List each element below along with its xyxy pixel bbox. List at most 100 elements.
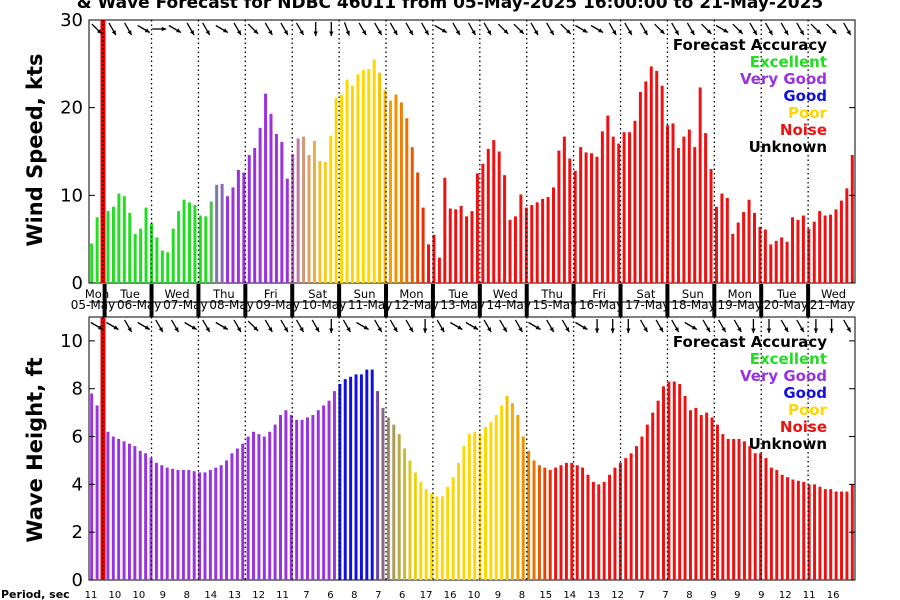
data-bar bbox=[381, 407, 385, 580]
period-label: 16 bbox=[444, 590, 457, 600]
data-bar bbox=[305, 417, 309, 580]
data-bar bbox=[295, 419, 299, 580]
data-bar bbox=[570, 462, 574, 580]
data-bar bbox=[154, 462, 158, 580]
data-bar bbox=[127, 443, 131, 580]
direction-arrowhead bbox=[549, 30, 554, 36]
date-label: 10-May bbox=[302, 298, 346, 312]
plot-frame bbox=[88, 316, 856, 581]
data-bar bbox=[225, 460, 229, 580]
data-bar bbox=[699, 415, 703, 580]
data-bar bbox=[774, 240, 778, 283]
direction-arrowhead bbox=[565, 327, 570, 333]
data-bar bbox=[530, 204, 534, 283]
day-separator bbox=[759, 284, 764, 317]
period-label: 13 bbox=[228, 590, 241, 600]
period-label: 9 bbox=[160, 590, 166, 600]
data-bar bbox=[95, 405, 99, 580]
date-label: 14-May bbox=[487, 298, 531, 312]
data-bar bbox=[823, 215, 827, 283]
data-bar bbox=[160, 250, 164, 283]
direction-arrowhead bbox=[549, 327, 554, 333]
direction-arrowhead bbox=[723, 28, 729, 33]
data-bar bbox=[399, 102, 403, 283]
data-bar bbox=[389, 100, 393, 284]
data-bar bbox=[812, 221, 816, 283]
direction-arrowhead bbox=[174, 327, 179, 333]
date-label: 17-May bbox=[625, 298, 669, 312]
direction-arrowhead bbox=[846, 30, 851, 36]
period-label: 13 bbox=[587, 590, 600, 600]
direction-arrowhead bbox=[768, 30, 773, 36]
direction-arrowhead bbox=[345, 30, 350, 36]
y-tick-label: 4 bbox=[72, 474, 83, 495]
direction-arrowhead bbox=[161, 26, 167, 32]
data-bar bbox=[796, 219, 800, 283]
data-bar bbox=[231, 187, 235, 283]
period-label: 8 bbox=[686, 590, 692, 600]
direction-arrowhead bbox=[127, 327, 132, 333]
direction-arrowhead bbox=[691, 325, 697, 330]
data-bar bbox=[786, 477, 790, 580]
date-label: 12-May bbox=[394, 298, 438, 312]
data-bar bbox=[128, 212, 132, 283]
period-label: 9 bbox=[495, 590, 501, 600]
period-label: 11 bbox=[803, 590, 816, 600]
direction-arrowhead bbox=[268, 327, 273, 333]
data-bar bbox=[543, 467, 547, 580]
direction-arrowhead bbox=[422, 328, 428, 333]
data-bar bbox=[769, 467, 773, 580]
direction-arrowhead bbox=[471, 30, 476, 36]
direction-arrowhead bbox=[299, 327, 304, 333]
direction-arrowhead bbox=[377, 327, 382, 333]
data-bar bbox=[106, 211, 110, 283]
data-bar bbox=[537, 465, 541, 580]
day-label: Sun bbox=[682, 287, 704, 301]
data-bar bbox=[796, 480, 800, 580]
direction-arrowhead bbox=[473, 325, 479, 330]
data-bar bbox=[785, 241, 789, 283]
data-bar bbox=[622, 132, 626, 283]
period-label: 8 bbox=[184, 590, 190, 600]
direction-arrowhead bbox=[283, 30, 288, 36]
direction-arrowhead bbox=[626, 328, 631, 333]
direction-arrowhead bbox=[283, 327, 288, 333]
data-bar bbox=[554, 467, 558, 580]
direction-arrowhead bbox=[582, 325, 588, 330]
day-label: Tue bbox=[776, 287, 797, 301]
direction-arrowhead bbox=[813, 328, 819, 333]
day-label: Wed bbox=[164, 287, 189, 301]
data-bar bbox=[635, 446, 639, 580]
data-bar bbox=[505, 395, 509, 580]
direction-arrowhead bbox=[674, 327, 679, 333]
data-bar bbox=[486, 148, 490, 283]
period-label: 6 bbox=[399, 590, 405, 600]
data-bar bbox=[732, 438, 736, 580]
direction-arrowhead bbox=[737, 327, 742, 333]
direction-arrowhead bbox=[535, 325, 541, 330]
data-bar bbox=[840, 491, 843, 580]
data-bar bbox=[742, 211, 746, 283]
data-bar bbox=[845, 491, 849, 580]
data-bar bbox=[829, 489, 833, 580]
day-separator bbox=[290, 284, 295, 317]
date-label: 06-May bbox=[117, 298, 161, 312]
data-bar bbox=[386, 417, 390, 580]
data-bar bbox=[470, 211, 474, 283]
day-label: Thu bbox=[540, 287, 563, 301]
data-bar bbox=[262, 436, 266, 580]
direction-arrowhead bbox=[721, 327, 726, 333]
direction-arrowhead bbox=[598, 28, 604, 33]
now-marker bbox=[100, 317, 106, 580]
period-label: 17 bbox=[420, 590, 433, 600]
day-label: Tue bbox=[119, 287, 140, 301]
data-bar bbox=[106, 431, 110, 580]
data-bar bbox=[709, 169, 713, 283]
data-bar bbox=[323, 162, 327, 283]
chart-title: & Wave Forecast for NDBC 46011 from 05-M… bbox=[77, 0, 824, 13]
data-bar bbox=[763, 229, 767, 283]
data-bar bbox=[672, 381, 676, 580]
data-bar bbox=[649, 66, 653, 284]
y-tick-label: 8 bbox=[72, 379, 83, 400]
direction-arrowhead bbox=[610, 328, 615, 333]
